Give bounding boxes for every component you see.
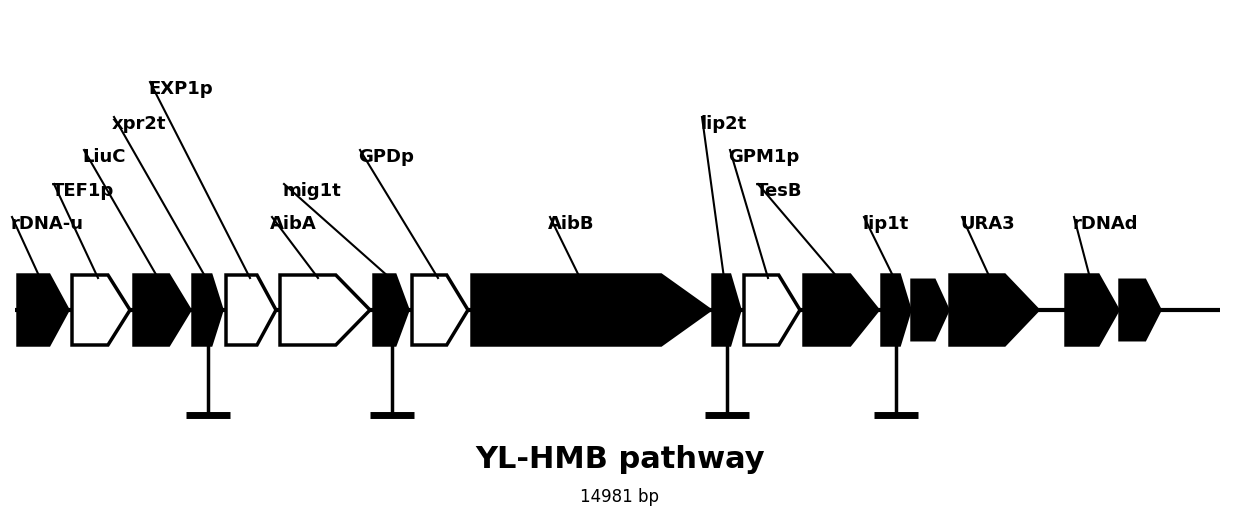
Polygon shape <box>1120 280 1159 340</box>
Text: URA3: URA3 <box>960 215 1014 233</box>
Text: TEF1p: TEF1p <box>52 182 114 200</box>
Text: GPDp: GPDp <box>358 148 414 166</box>
Polygon shape <box>280 275 370 345</box>
Text: YL-HMB pathway: YL-HMB pathway <box>475 445 765 474</box>
Polygon shape <box>911 280 949 340</box>
Polygon shape <box>134 275 190 345</box>
Polygon shape <box>226 275 277 345</box>
Polygon shape <box>412 275 467 345</box>
Text: lip1t: lip1t <box>862 215 908 233</box>
Polygon shape <box>744 275 800 345</box>
Text: mig1t: mig1t <box>281 182 341 200</box>
Text: EXP1p: EXP1p <box>148 80 212 98</box>
Polygon shape <box>1066 275 1118 345</box>
Polygon shape <box>72 275 130 345</box>
Text: xpr2t: xpr2t <box>112 115 166 133</box>
Text: LiuC: LiuC <box>82 148 125 166</box>
Text: 14981 bp: 14981 bp <box>580 488 660 506</box>
Polygon shape <box>193 275 222 345</box>
Text: rDNA-u: rDNA-u <box>10 215 83 233</box>
Polygon shape <box>950 275 1038 345</box>
Text: rDNAd: rDNAd <box>1073 215 1137 233</box>
Text: TesB: TesB <box>756 182 802 200</box>
Polygon shape <box>713 275 740 345</box>
Polygon shape <box>374 275 408 345</box>
Text: GPM1p: GPM1p <box>728 148 800 166</box>
Polygon shape <box>472 275 711 345</box>
Polygon shape <box>804 275 878 345</box>
Polygon shape <box>882 275 910 345</box>
Polygon shape <box>19 275 68 345</box>
Text: AibA: AibA <box>270 215 316 233</box>
Text: lip2t: lip2t <box>701 115 746 133</box>
Text: AibB: AibB <box>548 215 594 233</box>
